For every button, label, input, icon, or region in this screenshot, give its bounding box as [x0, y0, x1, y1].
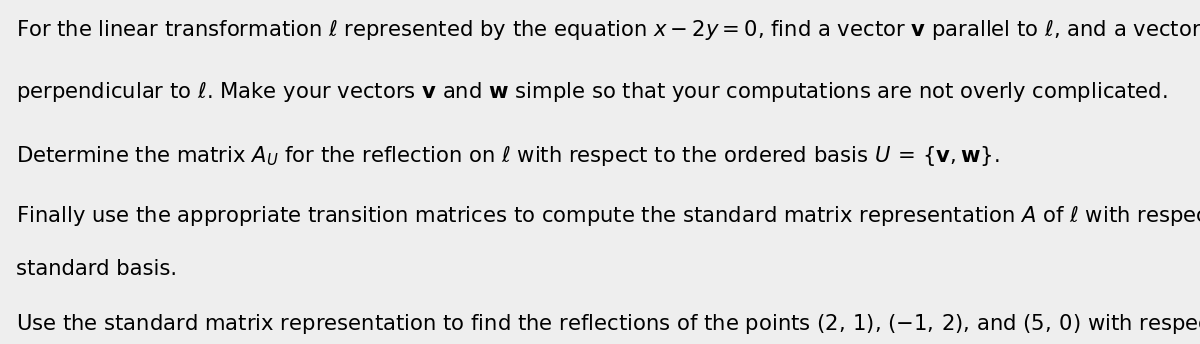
Text: Determine the matrix $A_U$ for the reflection on $\ell$ with respect to the orde: Determine the matrix $A_U$ for the refle…: [16, 144, 1000, 168]
Text: For the linear transformation $\ell$ represented by the equation $x - 2y = 0$, f: For the linear transformation $\ell$ rep…: [16, 18, 1200, 42]
Text: perpendicular to $\ell$. Make your vectors $\mathbf{v}$ and $\mathbf{w}$ simple : perpendicular to $\ell$. Make your vecto…: [16, 80, 1168, 104]
Text: standard basis.: standard basis.: [16, 259, 176, 279]
Text: Use the standard matrix representation to find the reflections of the points $(2: Use the standard matrix representation t…: [16, 312, 1200, 335]
Text: Finally use the appropriate transition matrices to compute the standard matrix r: Finally use the appropriate transition m…: [16, 204, 1200, 228]
